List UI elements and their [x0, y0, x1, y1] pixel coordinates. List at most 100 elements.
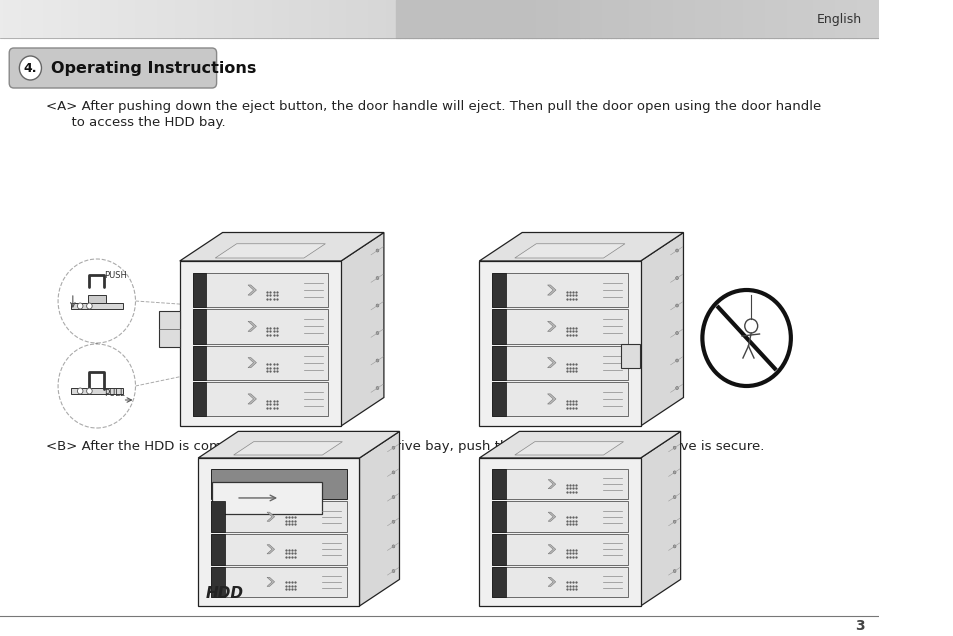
Polygon shape [478, 233, 682, 261]
Circle shape [87, 388, 92, 394]
Bar [330, 0, 334, 38]
Bar [702, 0, 707, 38]
Bar [268, 0, 273, 38]
Bar [470, 0, 475, 38]
Bar [492, 501, 505, 532]
Bar [193, 273, 206, 307]
Bar [562, 0, 567, 38]
Bar [488, 0, 492, 38]
Bar [536, 0, 540, 38]
Bar [628, 0, 633, 38]
Bar [211, 501, 224, 532]
Circle shape [392, 545, 395, 548]
Circle shape [77, 388, 83, 394]
Circle shape [675, 387, 678, 389]
Circle shape [392, 471, 395, 474]
Bar [734, 0, 738, 38]
Text: PULL: PULL [104, 389, 125, 399]
Bar [475, 0, 478, 38]
Bar [404, 0, 409, 38]
Text: <B> After the HDD is completely inserted into the drive bay, push the door close: <B> After the HDD is completely inserted… [46, 440, 763, 453]
Bar [172, 0, 175, 38]
Bar [435, 0, 439, 38]
Bar [492, 534, 505, 565]
Bar [778, 0, 781, 38]
Circle shape [675, 331, 678, 335]
Bar [259, 0, 264, 38]
Bar [615, 0, 619, 38]
Bar [5, 0, 9, 38]
Bar [813, 0, 817, 38]
Text: Operating Instructions: Operating Instructions [51, 60, 255, 76]
Bar [791, 0, 795, 38]
Bar [645, 0, 650, 38]
Bar [84, 0, 88, 38]
Bar [655, 0, 659, 38]
Bar [835, 0, 839, 38]
Bar [685, 0, 690, 38]
Bar [193, 309, 328, 343]
Bar [756, 0, 760, 38]
Bar [443, 0, 448, 38]
Bar [211, 567, 346, 597]
Polygon shape [478, 261, 640, 426]
Bar [808, 0, 813, 38]
Bar [500, 0, 505, 38]
Bar [52, 0, 57, 38]
Bar [106, 0, 110, 38]
Bar [303, 0, 308, 38]
Bar [17, 0, 22, 38]
Bar [320, 0, 325, 38]
Bar [601, 0, 606, 38]
Circle shape [375, 249, 378, 252]
Circle shape [19, 56, 41, 80]
Bar [207, 0, 211, 38]
Bar [211, 0, 215, 38]
Bar [611, 0, 615, 38]
Bar [448, 0, 453, 38]
Bar [576, 0, 579, 38]
Bar [30, 0, 35, 38]
Bar [738, 0, 742, 38]
Bar [399, 0, 404, 38]
Bar [219, 0, 224, 38]
Circle shape [375, 359, 378, 362]
Bar [150, 0, 153, 38]
Bar [729, 0, 734, 38]
Circle shape [701, 290, 790, 386]
Bar [633, 0, 637, 38]
Bar [870, 0, 874, 38]
Polygon shape [215, 244, 325, 258]
Bar [88, 0, 92, 38]
Bar [637, 0, 641, 38]
Bar [132, 0, 136, 38]
Bar [492, 309, 627, 343]
Bar [101, 0, 106, 38]
Bar [663, 0, 668, 38]
Bar [505, 0, 510, 38]
Bar [71, 303, 123, 309]
Bar [193, 273, 328, 307]
Circle shape [673, 520, 676, 523]
Bar [659, 0, 663, 38]
Bar [650, 0, 655, 38]
Polygon shape [248, 394, 256, 404]
Bar [821, 0, 825, 38]
Bar [0, 0, 5, 38]
Bar [839, 0, 843, 38]
Bar [843, 0, 847, 38]
Bar [492, 567, 627, 597]
Bar [387, 0, 391, 38]
Bar [237, 0, 241, 38]
Bar [431, 0, 435, 38]
Circle shape [392, 446, 395, 449]
Bar [680, 0, 685, 38]
Bar [254, 0, 259, 38]
Bar [781, 0, 786, 38]
Bar [57, 0, 62, 38]
Bar [49, 0, 52, 38]
Bar [189, 0, 193, 38]
Bar [39, 0, 44, 38]
Circle shape [392, 520, 395, 523]
Bar [861, 0, 865, 38]
